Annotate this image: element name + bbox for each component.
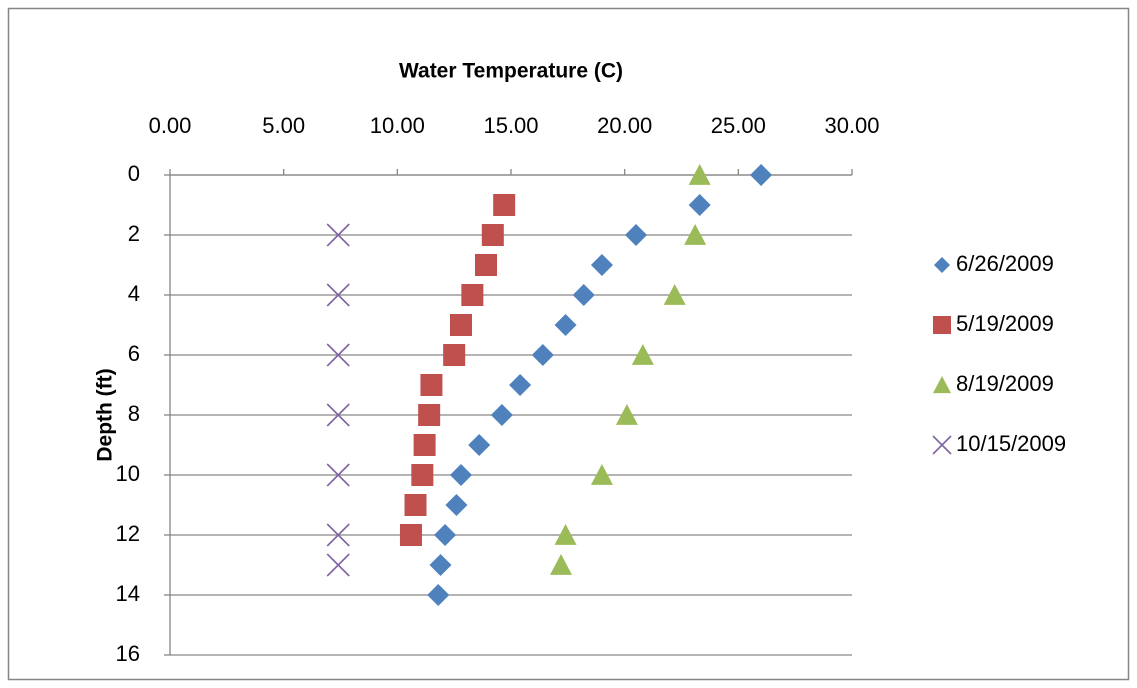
legend-marker bbox=[933, 316, 951, 334]
legend-label: 10/15/2009 bbox=[956, 431, 1066, 456]
y-tick-label: 16 bbox=[116, 641, 140, 666]
y-tick-label: 4 bbox=[128, 281, 140, 306]
legend-label: 8/19/2009 bbox=[956, 371, 1054, 396]
point bbox=[550, 554, 573, 575]
legend-label: 5/19/2009 bbox=[956, 311, 1054, 336]
point bbox=[413, 434, 436, 456]
point bbox=[663, 284, 686, 305]
y-tick-label: 14 bbox=[116, 581, 140, 606]
point bbox=[429, 554, 452, 576]
x-tick-label: 20.00 bbox=[597, 113, 652, 138]
point bbox=[445, 494, 468, 516]
y-axis-title: Depth (ft) bbox=[94, 368, 117, 461]
point bbox=[399, 524, 422, 546]
y-tick-label: 6 bbox=[128, 341, 140, 366]
point bbox=[404, 494, 427, 516]
point bbox=[572, 284, 595, 306]
point bbox=[418, 404, 441, 426]
y-tick-label: 12 bbox=[116, 521, 140, 546]
x-tick-label: 25.00 bbox=[711, 113, 766, 138]
legend-marker bbox=[933, 376, 951, 394]
x-tick-label: 15.00 bbox=[483, 113, 538, 138]
point bbox=[461, 284, 484, 306]
point bbox=[326, 553, 350, 577]
x-tick-label: 0.00 bbox=[149, 113, 192, 138]
point bbox=[531, 344, 554, 366]
point bbox=[625, 224, 648, 246]
point bbox=[326, 223, 350, 247]
point bbox=[615, 404, 638, 425]
point bbox=[509, 374, 532, 396]
point bbox=[688, 194, 711, 216]
x-tick-label: 30.00 bbox=[824, 113, 879, 138]
point bbox=[449, 314, 472, 336]
point bbox=[326, 343, 350, 367]
point bbox=[631, 344, 654, 365]
point bbox=[750, 164, 773, 186]
point bbox=[468, 434, 491, 456]
y-tick-label: 2 bbox=[128, 221, 140, 246]
y-tick-label: 8 bbox=[128, 401, 140, 426]
point bbox=[434, 524, 457, 546]
legend-marker bbox=[932, 435, 952, 455]
point bbox=[590, 254, 613, 276]
chart-border bbox=[7, 7, 1130, 681]
point bbox=[326, 523, 350, 547]
point bbox=[493, 194, 516, 216]
point bbox=[490, 404, 513, 426]
point bbox=[590, 464, 613, 485]
x-tick-label: 5.00 bbox=[262, 113, 305, 138]
point bbox=[420, 374, 443, 396]
x-tick-label: 10.00 bbox=[370, 113, 425, 138]
point bbox=[443, 344, 466, 366]
point bbox=[474, 254, 497, 276]
point bbox=[554, 524, 577, 545]
point bbox=[411, 464, 434, 486]
legend-marker bbox=[934, 257, 950, 273]
point bbox=[481, 224, 504, 246]
x-axis-title: Water Temperature (C) bbox=[399, 60, 623, 83]
point bbox=[554, 314, 577, 336]
point bbox=[427, 584, 450, 606]
point bbox=[449, 464, 472, 486]
point bbox=[326, 403, 350, 427]
point bbox=[326, 463, 350, 487]
y-tick-label: 10 bbox=[116, 461, 140, 486]
y-tick-label: 0 bbox=[128, 161, 140, 186]
point bbox=[684, 224, 707, 245]
point bbox=[688, 164, 711, 185]
point bbox=[326, 283, 350, 307]
legend-label: 6/26/2009 bbox=[956, 251, 1054, 276]
